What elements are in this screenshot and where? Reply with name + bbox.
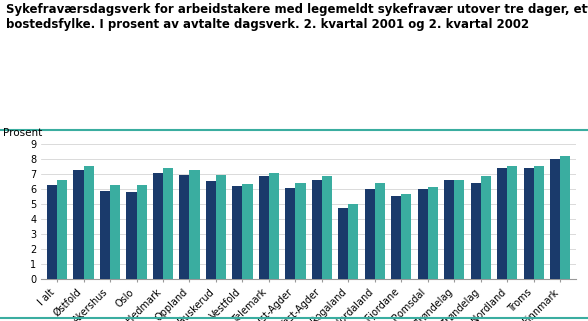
Bar — [455, 180, 465, 279]
Bar — [497, 168, 507, 279]
Bar — [507, 166, 517, 279]
Bar — [189, 170, 199, 279]
Bar — [285, 188, 295, 279]
Bar — [163, 168, 173, 279]
Bar — [269, 173, 279, 279]
Bar — [392, 196, 402, 279]
Bar — [322, 176, 332, 279]
Bar — [242, 184, 252, 279]
Bar — [216, 175, 226, 279]
Bar — [179, 175, 189, 279]
Text: Sykefraværsdagsverk for arbeidstakere med legemeldt sykefravær utover tre dager,: Sykefraværsdagsverk for arbeidstakere me… — [6, 3, 588, 31]
Bar — [349, 204, 359, 279]
Bar — [295, 183, 306, 279]
Bar — [550, 160, 560, 279]
Bar — [136, 185, 146, 279]
Bar — [47, 185, 57, 279]
Bar — [153, 173, 163, 279]
Bar — [259, 176, 269, 279]
Bar — [110, 185, 120, 279]
Bar — [418, 189, 428, 279]
Text: Prosent: Prosent — [3, 128, 42, 138]
Bar — [481, 176, 491, 279]
Bar — [57, 180, 67, 279]
Bar — [445, 180, 455, 279]
Bar — [524, 168, 534, 279]
Bar — [365, 189, 375, 279]
Bar — [232, 187, 242, 279]
Bar — [402, 194, 412, 279]
Bar — [471, 183, 481, 279]
Bar — [100, 191, 110, 279]
Bar — [428, 187, 438, 279]
Bar — [126, 192, 136, 279]
Bar — [560, 156, 570, 279]
Bar — [206, 181, 216, 279]
Bar — [338, 208, 349, 279]
Bar — [74, 170, 83, 279]
Bar — [83, 166, 93, 279]
Bar — [534, 166, 544, 279]
Bar — [312, 180, 322, 279]
Bar — [375, 183, 385, 279]
